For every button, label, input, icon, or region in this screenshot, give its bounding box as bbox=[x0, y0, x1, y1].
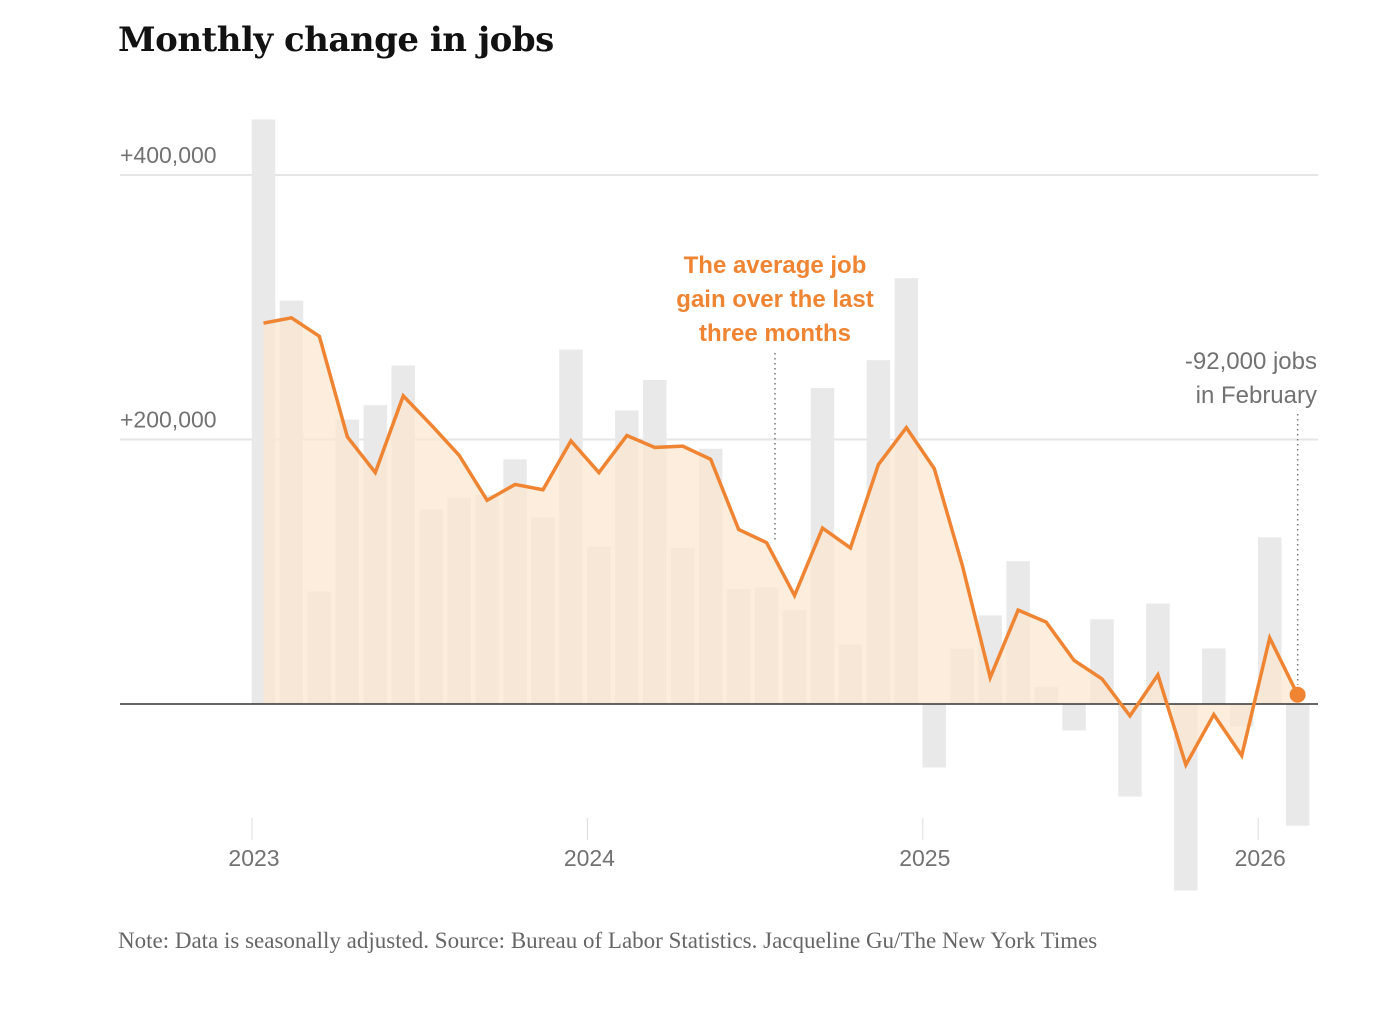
y-tick-label: +400,000 bbox=[120, 142, 217, 168]
bar bbox=[1062, 704, 1086, 731]
y-tick-label: +200,000 bbox=[120, 407, 217, 433]
bar bbox=[1202, 648, 1226, 704]
x-tick-label: 2024 bbox=[564, 845, 615, 871]
chart-title: Monthly change in jobs bbox=[118, 20, 554, 60]
x-tick-label: 2025 bbox=[899, 845, 950, 871]
axes: +400,000 +200,000 2023 2024 2025 2026 bbox=[120, 142, 1286, 871]
bar bbox=[1118, 704, 1142, 797]
average-area bbox=[263, 317, 1298, 765]
average-line-path bbox=[263, 315, 1300, 770]
annotation-average-line: gain over the last bbox=[676, 286, 873, 313]
annotations: The average job gain over the last three m… bbox=[676, 252, 1317, 685]
average-area-fill bbox=[263, 317, 1298, 765]
annotation-average-line: The average job bbox=[684, 252, 867, 279]
x-tick-label: 2026 bbox=[1235, 845, 1286, 871]
annotation-latest-value: -92,000 jobs bbox=[1185, 348, 1317, 375]
chart: +400,000 +200,000 2023 2024 2025 2026 The ave… bbox=[120, 119, 1318, 891]
bar bbox=[922, 704, 947, 768]
annotation-average-line: three months bbox=[699, 320, 851, 347]
average-line bbox=[263, 315, 1306, 770]
bar bbox=[1285, 704, 1310, 826]
latest-point-marker bbox=[1289, 686, 1306, 703]
annotation-latest-value: in February bbox=[1196, 382, 1317, 409]
chart-note: Note: Data is seasonally adjusted. Sourc… bbox=[118, 928, 1098, 953]
bar bbox=[1146, 603, 1170, 704]
x-tick-label: 2023 bbox=[228, 845, 279, 871]
